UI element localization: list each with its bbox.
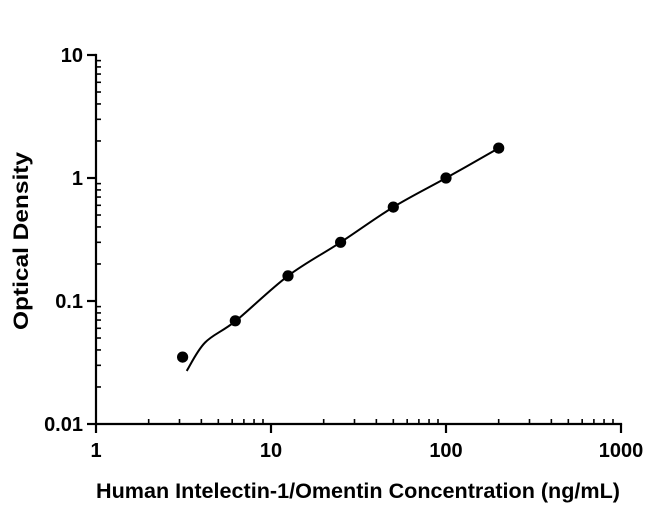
data-point-marker bbox=[440, 172, 452, 184]
y-tick-label: 1 bbox=[72, 168, 83, 190]
x-tick-label: 100 bbox=[429, 440, 462, 462]
minor-ticks bbox=[96, 59, 614, 424]
y-axis-title: Optical Density bbox=[10, 152, 33, 330]
x-tick-label: 1 bbox=[90, 440, 101, 462]
data-points bbox=[177, 142, 505, 363]
tick-labels: 1 10 100 1000 0.01 0.1 1 10 bbox=[44, 45, 643, 462]
axis-lines bbox=[94, 53, 623, 426]
y-tick-label: 10 bbox=[61, 45, 83, 67]
data-point-marker bbox=[177, 351, 189, 363]
data-point-marker bbox=[387, 201, 399, 213]
major-ticks bbox=[87, 53, 623, 433]
data-point-marker bbox=[493, 142, 505, 154]
fit-curve bbox=[185, 147, 500, 372]
x-tick-label: 1000 bbox=[599, 440, 644, 462]
data-point-marker bbox=[229, 315, 241, 327]
x-axis-title: Human Intelectin-1/Omentin Concentration… bbox=[96, 480, 620, 503]
y-tick-label: 0.01 bbox=[44, 414, 83, 436]
data-point-marker bbox=[282, 270, 294, 282]
y-tick-label: 0.1 bbox=[55, 291, 83, 313]
data-point-marker bbox=[335, 236, 347, 248]
x-tick-label: 10 bbox=[260, 440, 282, 462]
